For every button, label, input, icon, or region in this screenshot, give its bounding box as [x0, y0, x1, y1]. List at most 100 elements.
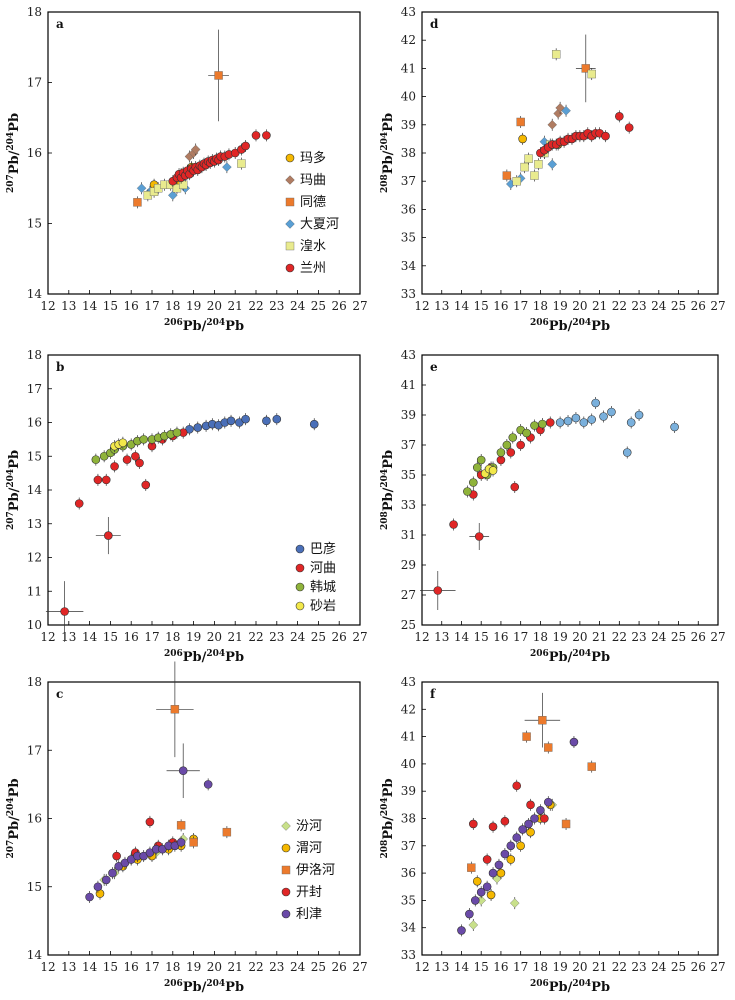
- y-axis-label: 207Pb/204Pb: [6, 450, 22, 530]
- data-point: [203, 780, 213, 789]
- x-tick-label: 17: [144, 299, 159, 313]
- y-tick-label: 25: [401, 618, 416, 632]
- data-point: [141, 480, 151, 490]
- x-tick-label: 14: [82, 299, 98, 313]
- series-2: [156, 661, 232, 849]
- data-point: [607, 407, 616, 417]
- data-point: [587, 415, 597, 424]
- x-tick-label: 25: [671, 960, 686, 974]
- data-point: [561, 105, 571, 116]
- data-point: [472, 463, 482, 472]
- x-tick-label: 14: [82, 630, 98, 644]
- y-tick-label: 16: [27, 416, 42, 430]
- y-tick-label: 38: [401, 812, 416, 826]
- y-tick-label: 39: [401, 784, 416, 798]
- y-tick-label: 36: [401, 202, 416, 216]
- x-tick-label: 21: [592, 299, 607, 313]
- x-tick-label: 27: [352, 630, 367, 644]
- y-tick-label: 41: [401, 730, 416, 744]
- series-2: [133, 29, 229, 209]
- legend-marker: [285, 197, 295, 207]
- legend-label: 河曲: [310, 561, 336, 576]
- data-point: [488, 822, 498, 831]
- x-axis-label: 206Pb/204Pb: [164, 649, 244, 665]
- data-point: [530, 421, 539, 430]
- y-tick-label: 29: [401, 558, 416, 572]
- y-tick-label: 37: [401, 839, 416, 853]
- data-point: [241, 141, 250, 151]
- y-tick-label: 35: [401, 231, 416, 245]
- x-tick-label: 26: [332, 630, 347, 644]
- x-axis-label: 206Pb/204Pb: [530, 649, 610, 665]
- y-tick-label: 43: [401, 675, 416, 689]
- x-tick-label: 23: [269, 960, 284, 974]
- legend-marker: [281, 821, 291, 831]
- data-point: [482, 855, 492, 864]
- x-tick-label: 23: [269, 299, 284, 313]
- legend-marker: [281, 909, 291, 919]
- y-axis-label: 208Pb/204Pb: [380, 113, 396, 193]
- x-tick-label: 14: [82, 960, 98, 974]
- data-point: [241, 414, 250, 424]
- series-5: [536, 110, 634, 159]
- panel-label: a: [56, 17, 64, 31]
- data-point: [176, 821, 186, 830]
- panel-a: a 12 13 14 15 16 17 18 19 20 21 22 23 24 25 26 27 14 15 16 1…: [6, 5, 368, 334]
- x-tick-label: 24: [290, 630, 306, 644]
- y-axis-label: 208Pb/204Pb: [380, 778, 396, 858]
- y-tick-label: 39: [401, 408, 416, 422]
- data-point: [251, 131, 261, 140]
- data-point: [467, 863, 476, 872]
- data-point: [506, 841, 516, 851]
- y-tick-label: 38: [401, 146, 416, 160]
- x-tick-label: 12: [414, 960, 429, 974]
- x-tick-label: 15: [103, 630, 118, 644]
- y-tick-label: 40: [401, 90, 416, 104]
- data-point: [457, 926, 466, 935]
- x-tick-label: 16: [493, 630, 508, 644]
- data-point: [544, 743, 553, 752]
- data-point: [571, 413, 581, 423]
- series-0: [555, 397, 679, 459]
- panel-b: b 12 13 14 15 16 17 18 19 20 21 22 23 24 25 26 27 10 11 12 1…: [6, 348, 368, 665]
- data-point: [469, 478, 478, 487]
- data-point: [524, 154, 533, 163]
- legend-label: 同德: [300, 195, 326, 210]
- data-point: [74, 499, 84, 508]
- x-tick-label: 21: [592, 960, 607, 974]
- y-tick-label: 41: [401, 378, 416, 392]
- x-tick-label: 24: [651, 630, 667, 644]
- x-tick-label: 23: [631, 960, 646, 974]
- data-point: [530, 814, 539, 823]
- series-2: [467, 692, 596, 874]
- series-3: [110, 436, 128, 453]
- x-tick-label: 18: [165, 299, 180, 313]
- data-point: [561, 819, 571, 829]
- x-tick-label: 13: [61, 299, 76, 313]
- data-point: [622, 448, 632, 457]
- x-tick-label: 17: [144, 960, 159, 974]
- y-tick-label: 14: [27, 948, 43, 962]
- legend-marker: [281, 843, 291, 853]
- data-point: [518, 825, 527, 834]
- x-tick-label: 27: [710, 299, 725, 313]
- panel-f: f 12 13 14 15 16 17 18 19 20 21 22 23 24 25 26 27 33 34 35 3…: [380, 675, 726, 995]
- legend-label: 湟水: [300, 239, 326, 254]
- data-point: [512, 781, 522, 791]
- data-point: [85, 892, 94, 902]
- data-point: [136, 183, 147, 194]
- data-point: [563, 416, 573, 426]
- x-tick-label: 24: [651, 960, 667, 974]
- x-tick-label: 20: [572, 630, 587, 644]
- y-tick-label: 17: [27, 382, 42, 396]
- legend-label: 利津: [296, 907, 322, 922]
- data-point: [540, 814, 549, 823]
- x-tick-label: 24: [290, 960, 306, 974]
- x-tick-label: 17: [513, 960, 528, 974]
- x-tick-label: 19: [552, 299, 567, 313]
- x-tick-label: 16: [124, 960, 139, 974]
- x-tick-label: 16: [124, 299, 139, 313]
- x-tick-label: 23: [269, 630, 284, 644]
